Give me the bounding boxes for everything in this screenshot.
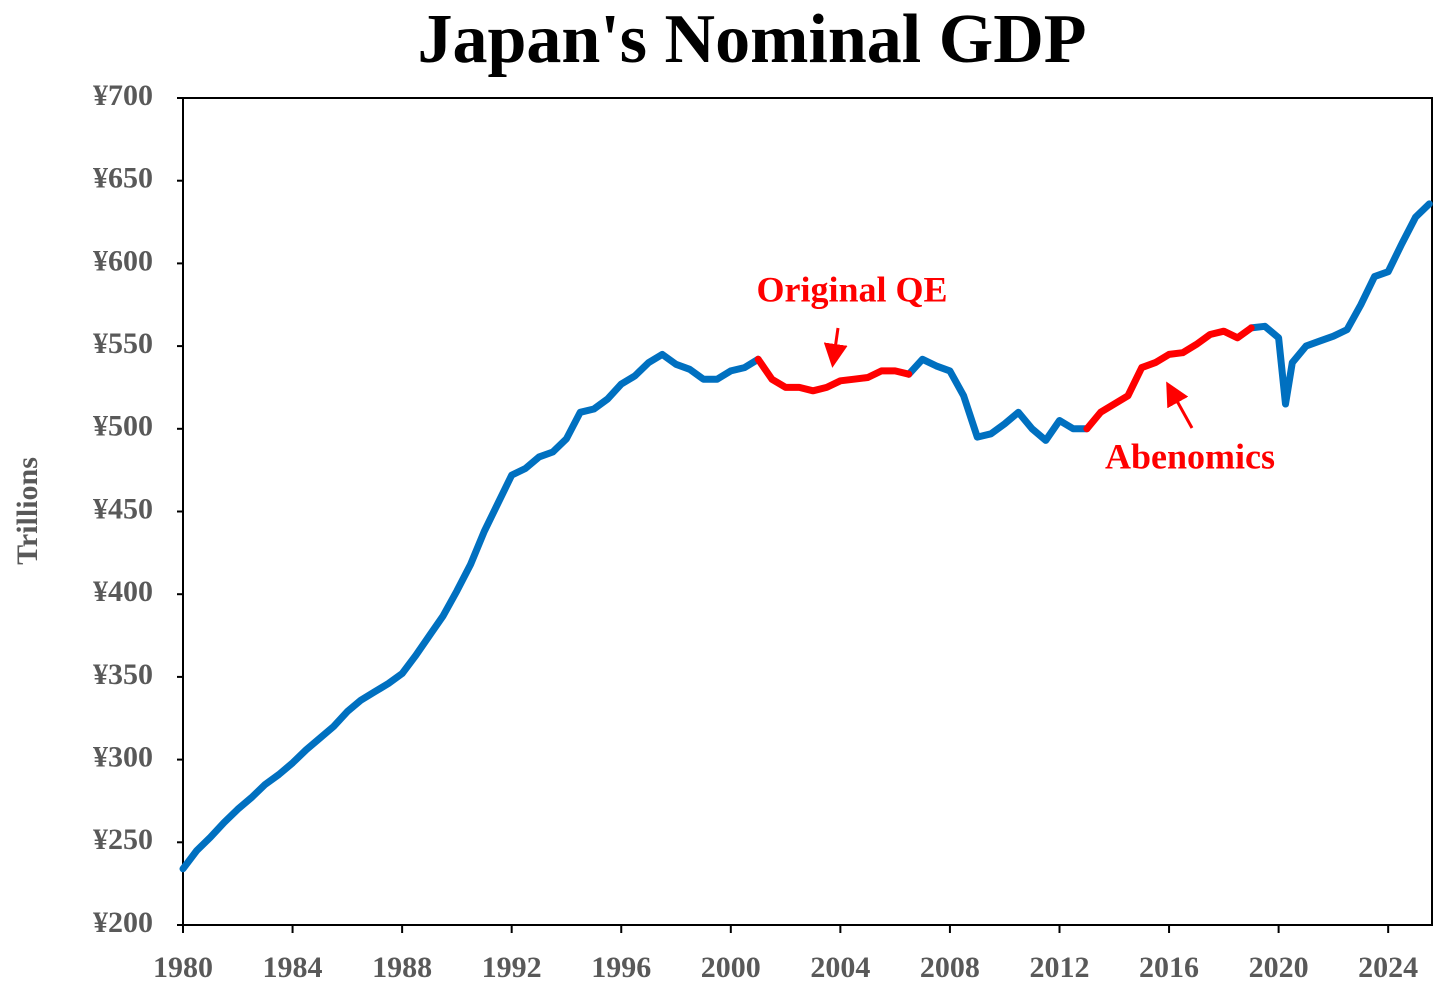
y-tick-label: ¥650 [93,162,153,195]
x-tick-label: 1988 [372,951,432,984]
chart-title: Japan's Nominal GDP [418,1,1087,78]
annotation: Abenomics [1105,436,1275,476]
y-tick-label: ¥350 [93,658,153,691]
x-tick-label: 2004 [810,951,870,984]
x-tick-label: 2012 [1029,951,1089,984]
x-tick-label: 2008 [920,951,980,984]
y-tick-label: ¥700 [93,79,153,112]
series-line [179,200,1433,873]
y-tick-label: ¥600 [93,244,153,277]
x-tick-label: 1992 [482,951,542,984]
x-tick-label: 1996 [591,951,651,984]
y-tick-label: ¥450 [93,492,153,525]
y-tick-label: ¥550 [93,327,153,360]
x-tick-label: 2020 [1249,951,1309,984]
y-tick-label: ¥300 [93,740,153,773]
series-line [754,324,1255,433]
y-tick-label: ¥250 [93,823,153,856]
annotation: Original QE [756,269,947,309]
y-tick-label: ¥500 [93,410,153,443]
annotation-arrow [1166,381,1194,429]
plot-frame [182,97,1433,926]
y-axis-label: Trillions [11,457,44,565]
x-tick-label: 1980 [153,951,213,984]
x-tick-label: 2000 [701,951,761,984]
y-tick-label: ¥200 [93,906,153,939]
y-tick-label: ¥400 [93,575,153,608]
x-tick-label: 2024 [1358,951,1418,984]
x-tick-label: 1984 [263,951,323,984]
annotation-arrow [823,327,848,368]
x-tick-label: 2016 [1139,951,1199,984]
